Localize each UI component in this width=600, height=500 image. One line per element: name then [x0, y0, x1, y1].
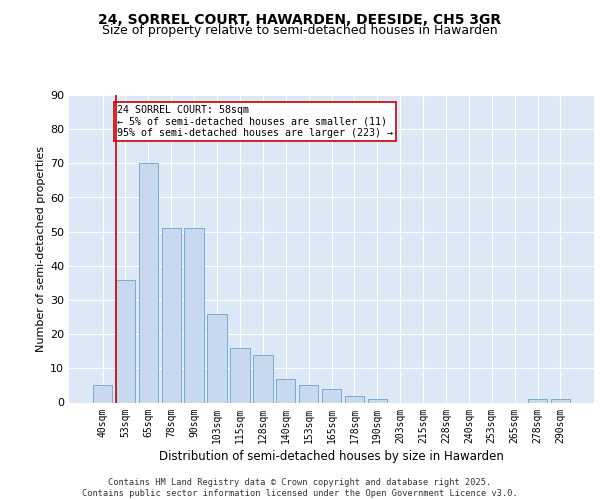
- Y-axis label: Number of semi-detached properties: Number of semi-detached properties: [36, 146, 46, 352]
- Bar: [139, 164, 158, 402]
- Text: 24, SORREL COURT, HAWARDEN, DEESIDE, CH5 3GR: 24, SORREL COURT, HAWARDEN, DEESIDE, CH5…: [98, 12, 502, 26]
- Bar: [528, 399, 547, 402]
- Text: Size of property relative to semi-detached houses in Hawarden: Size of property relative to semi-detach…: [102, 24, 498, 37]
- Bar: [299, 386, 319, 402]
- Bar: [116, 280, 135, 402]
- Bar: [184, 228, 204, 402]
- Bar: [551, 399, 570, 402]
- Bar: [368, 399, 387, 402]
- Bar: [276, 378, 295, 402]
- Bar: [208, 314, 227, 402]
- Bar: [93, 386, 112, 402]
- Text: Contains HM Land Registry data © Crown copyright and database right 2025.
Contai: Contains HM Land Registry data © Crown c…: [82, 478, 518, 498]
- Text: 24 SORREL COURT: 58sqm
← 5% of semi-detached houses are smaller (11)
95% of semi: 24 SORREL COURT: 58sqm ← 5% of semi-deta…: [117, 106, 393, 138]
- X-axis label: Distribution of semi-detached houses by size in Hawarden: Distribution of semi-detached houses by …: [159, 450, 504, 462]
- Bar: [344, 396, 364, 402]
- Bar: [253, 354, 272, 403]
- Bar: [322, 389, 341, 402]
- Bar: [161, 228, 181, 402]
- Bar: [230, 348, 250, 403]
